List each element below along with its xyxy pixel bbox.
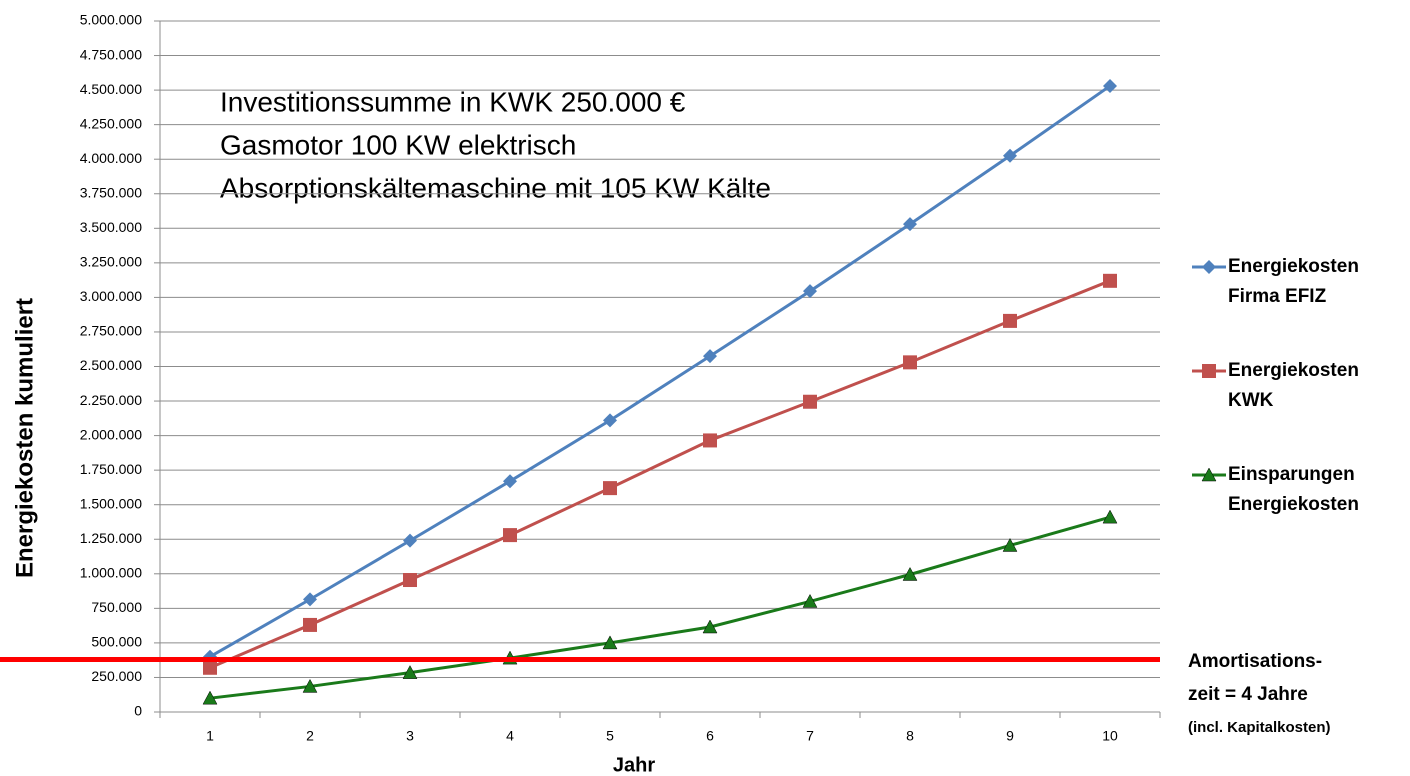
y-tick-label: 3.250.000 (80, 254, 142, 270)
y-tick-label: 4.500.000 (80, 81, 142, 97)
x-tick-label: 4 (506, 728, 514, 744)
marker (902, 566, 918, 581)
marker (803, 394, 817, 409)
marker (603, 481, 617, 496)
marker (1103, 273, 1117, 288)
y-tick-label: 4.250.000 (80, 115, 142, 131)
series-line (209, 84, 1111, 659)
legend-label: Energiekosten KWK (1228, 360, 1359, 411)
y-tick-label: 1.500.000 (80, 495, 142, 511)
y-tick-label: 500.000 (91, 634, 142, 650)
note: (incl. Kapitalkosten) (1188, 719, 1331, 736)
y-tick-label: 2.750.000 (80, 323, 142, 339)
marker (1002, 537, 1018, 552)
marker (702, 619, 718, 634)
y-tick-label: 0 (134, 703, 142, 719)
y-tick-label: 4.000.000 (80, 150, 142, 166)
marker (602, 635, 618, 650)
annotation: Absorptionskältemaschine mit 105 KW Kält… (220, 172, 771, 203)
legend-marker (1201, 467, 1217, 482)
marker (1003, 313, 1017, 328)
y-tick-label: 2.500.000 (80, 357, 142, 373)
y-tick-label: 750.000 (91, 599, 142, 615)
note: zeit = 4 Jahre (1188, 684, 1308, 705)
x-tick-label: 3 (406, 728, 414, 744)
x-tick-label: 10 (1102, 728, 1118, 744)
legend-marker (1202, 364, 1216, 378)
marker (303, 592, 317, 607)
y-tick-label: 3.750.000 (80, 184, 142, 200)
marker (402, 665, 418, 679)
marker (403, 533, 417, 548)
y-tick-label: 2.250.000 (80, 392, 142, 408)
legend-label: Energiekosten Firma EFIZ (1228, 256, 1359, 307)
marker (1102, 509, 1118, 524)
marker (802, 593, 818, 608)
marker (903, 217, 917, 232)
series-line (209, 279, 1111, 670)
legend-label: Einsparungen Energiekosten (1228, 464, 1359, 515)
note: Amortisations- (1188, 651, 1323, 672)
marker (703, 433, 717, 448)
y-tick-label: 4.750.000 (80, 46, 142, 62)
marker (203, 660, 217, 675)
y-tick-label: 1.250.000 (80, 530, 142, 546)
x-tick-label: 1 (206, 728, 214, 744)
x-tick-label: 2 (306, 728, 314, 744)
marker (302, 678, 318, 693)
marker (503, 528, 517, 543)
y-tick-label: 1.000.000 (80, 565, 142, 581)
x-axis-label: Jahr (613, 754, 655, 776)
marker (1103, 78, 1117, 93)
marker (503, 474, 517, 489)
y-tick-label: 1.750.000 (80, 461, 142, 477)
marker (603, 413, 617, 428)
y-tick-label: 5.000.000 (80, 12, 142, 28)
y-tick-label: 3.500.000 (80, 219, 142, 235)
series-line (209, 515, 1111, 700)
x-tick-label: 5 (606, 728, 614, 744)
marker (403, 573, 417, 588)
annotation: Gasmotor 100 KW elektrisch (220, 129, 576, 160)
x-tick-label: 8 (906, 728, 914, 744)
y-tick-label: 2.000.000 (80, 426, 142, 442)
x-tick-label: 6 (706, 728, 714, 744)
marker (903, 355, 917, 370)
y-tick-label: 250.000 (91, 668, 142, 684)
y-axis-label: Energiekosten kumuliert (11, 298, 38, 578)
marker (703, 349, 717, 364)
marker (202, 690, 218, 705)
marker (1003, 148, 1017, 163)
marker (803, 284, 817, 299)
y-tick-label: 3.000.000 (80, 288, 142, 304)
annotation: Investitionssumme in KWK 250.000 € (220, 86, 686, 117)
x-tick-label: 9 (1006, 728, 1014, 744)
x-tick-label: 7 (806, 728, 814, 744)
marker (303, 617, 317, 632)
legend-marker (1202, 260, 1216, 274)
